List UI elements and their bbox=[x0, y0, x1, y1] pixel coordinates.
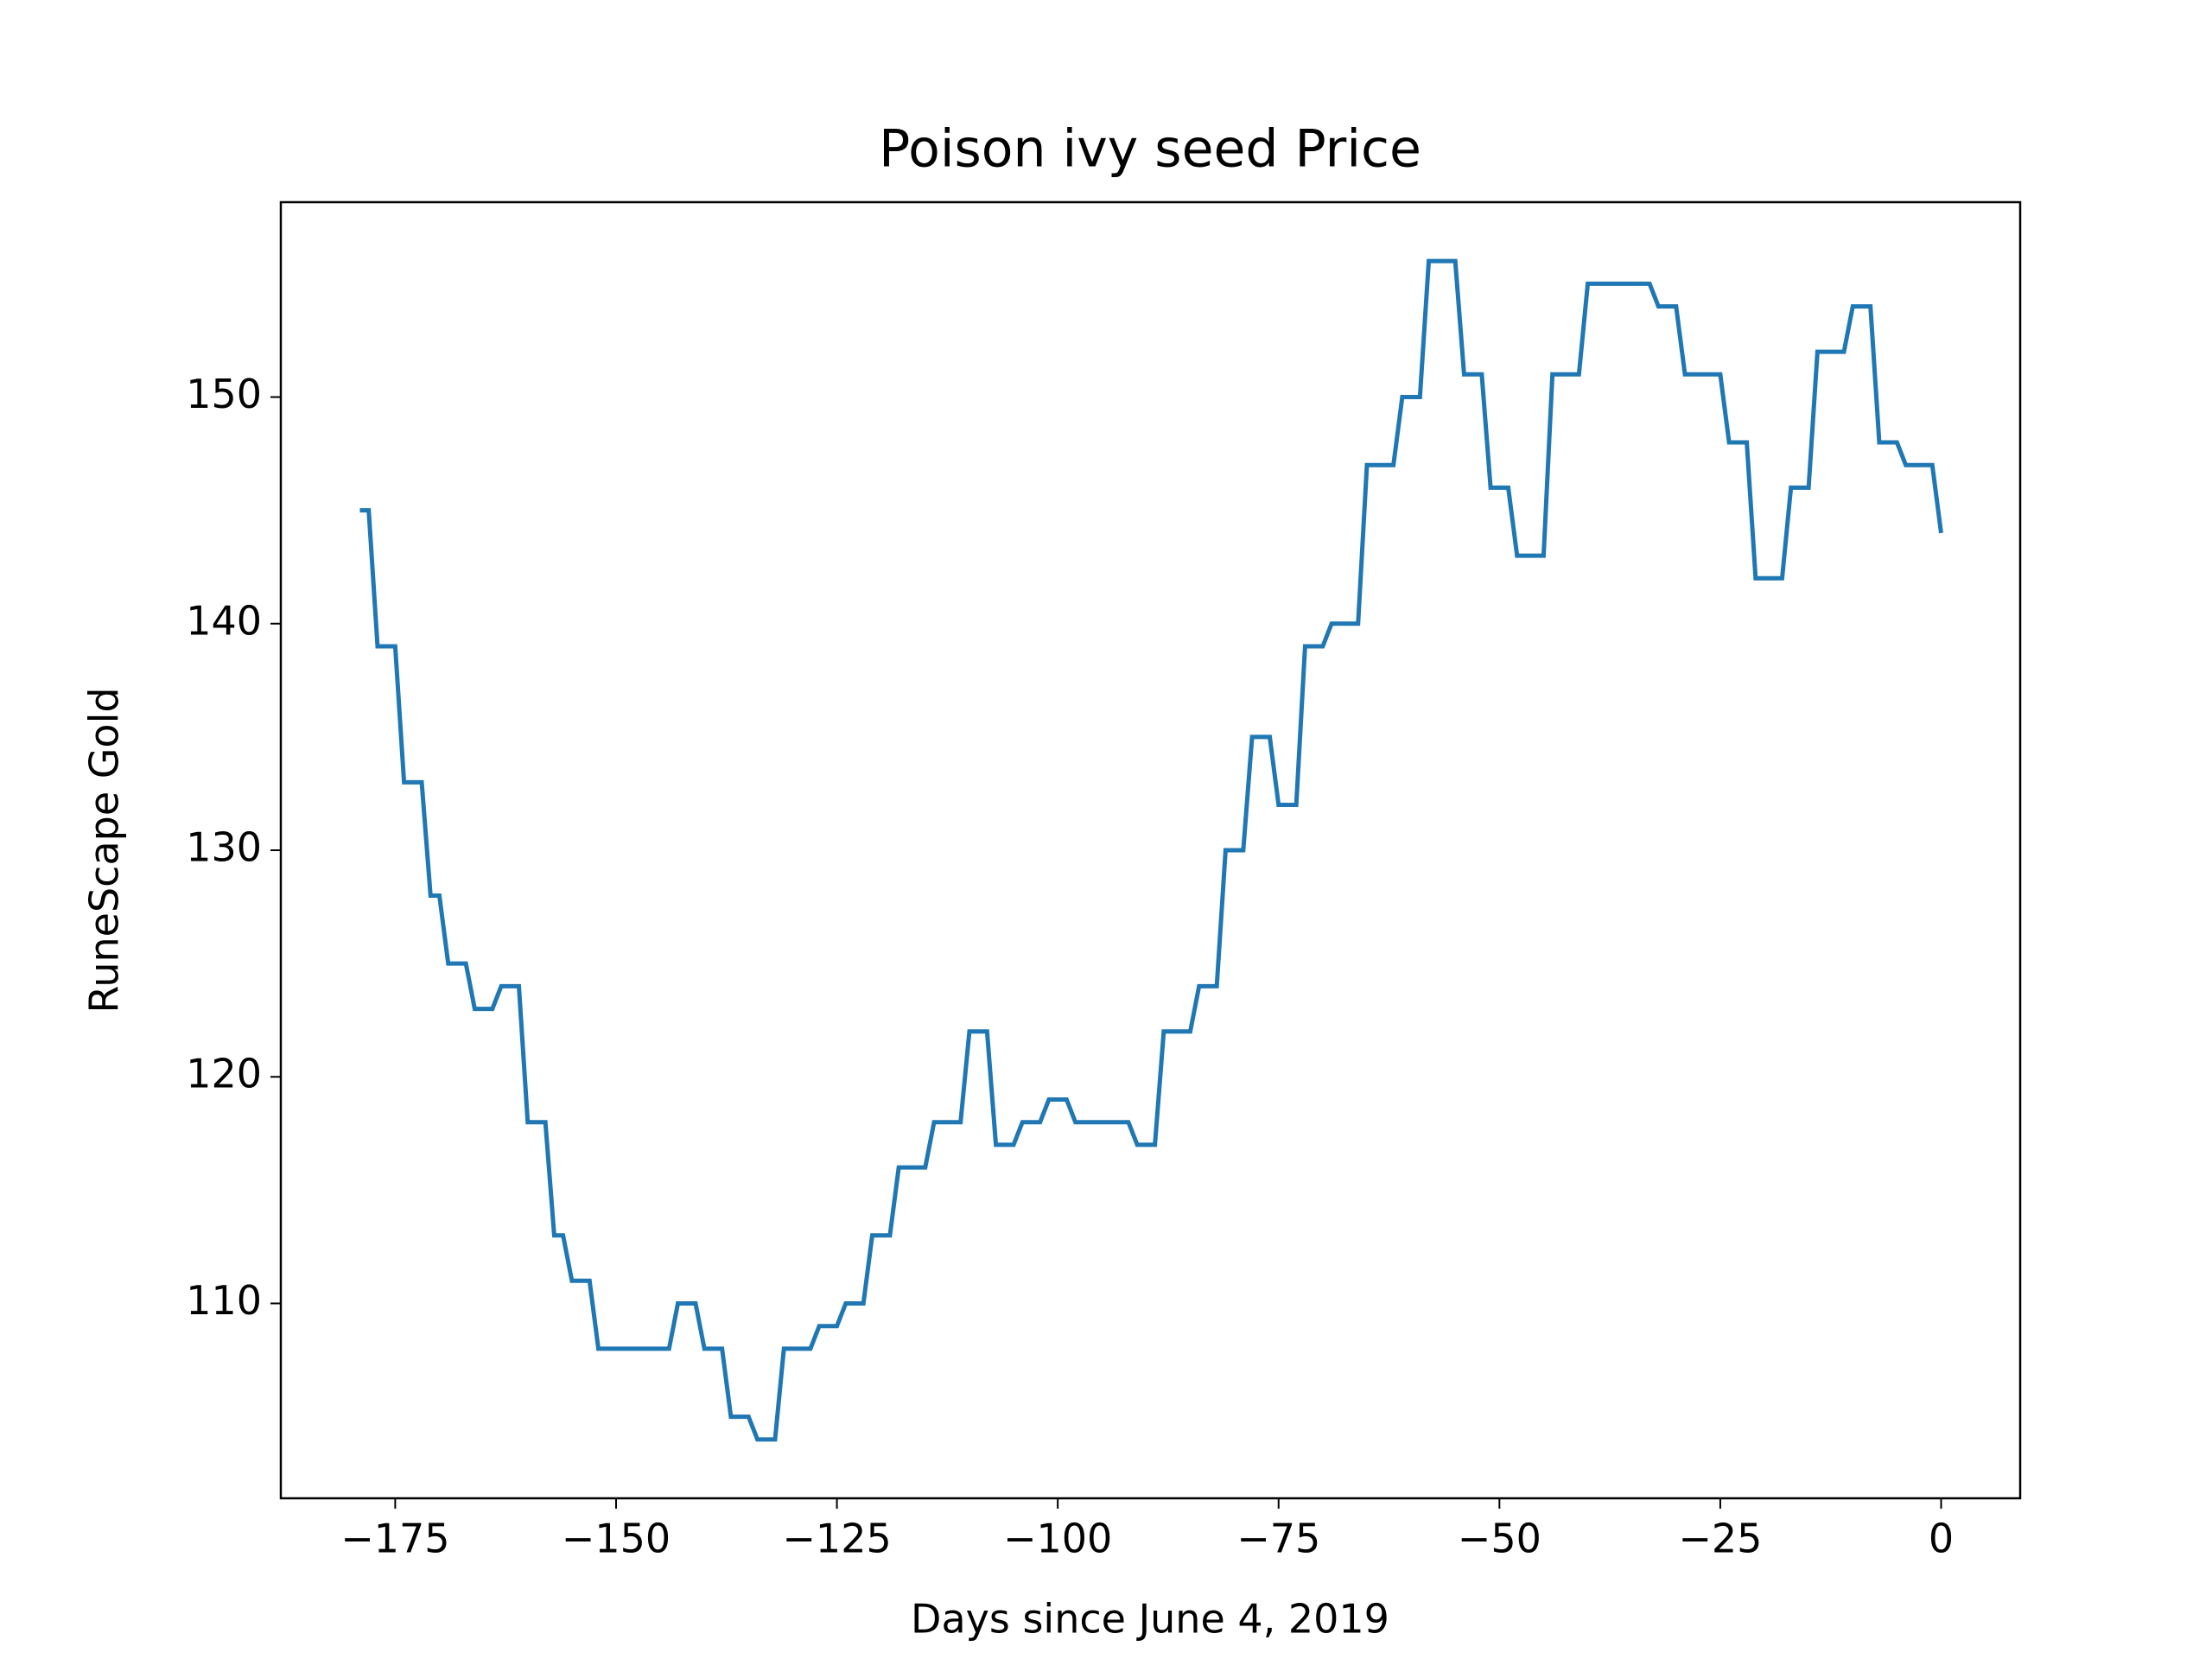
x-tick-label: −75 bbox=[1236, 1516, 1320, 1562]
y-tick-label: 110 bbox=[186, 1277, 262, 1324]
x-tick-label: −50 bbox=[1458, 1516, 1541, 1562]
y-tick-label: 140 bbox=[186, 597, 262, 644]
x-tick-label: −25 bbox=[1678, 1516, 1762, 1562]
x-axis-label: Days since June 4, 2019 bbox=[911, 1596, 1389, 1643]
chart-title: Poison ivy seed Price bbox=[879, 119, 1421, 180]
y-tick-label: 120 bbox=[186, 1051, 262, 1097]
x-tick-label: −125 bbox=[782, 1516, 891, 1562]
x-tick-label: 0 bbox=[1929, 1516, 1954, 1562]
x-tick-label: −175 bbox=[340, 1516, 449, 1562]
y-axis-label: RuneScape Gold bbox=[81, 687, 128, 1013]
plot-frame bbox=[279, 200, 2022, 1500]
y-tick-label: 150 bbox=[186, 371, 262, 417]
x-tick-label: −150 bbox=[562, 1516, 671, 1562]
price-line bbox=[359, 258, 1943, 1442]
y-tick-label: 130 bbox=[186, 824, 262, 871]
x-tick-label: −100 bbox=[1003, 1516, 1112, 1562]
